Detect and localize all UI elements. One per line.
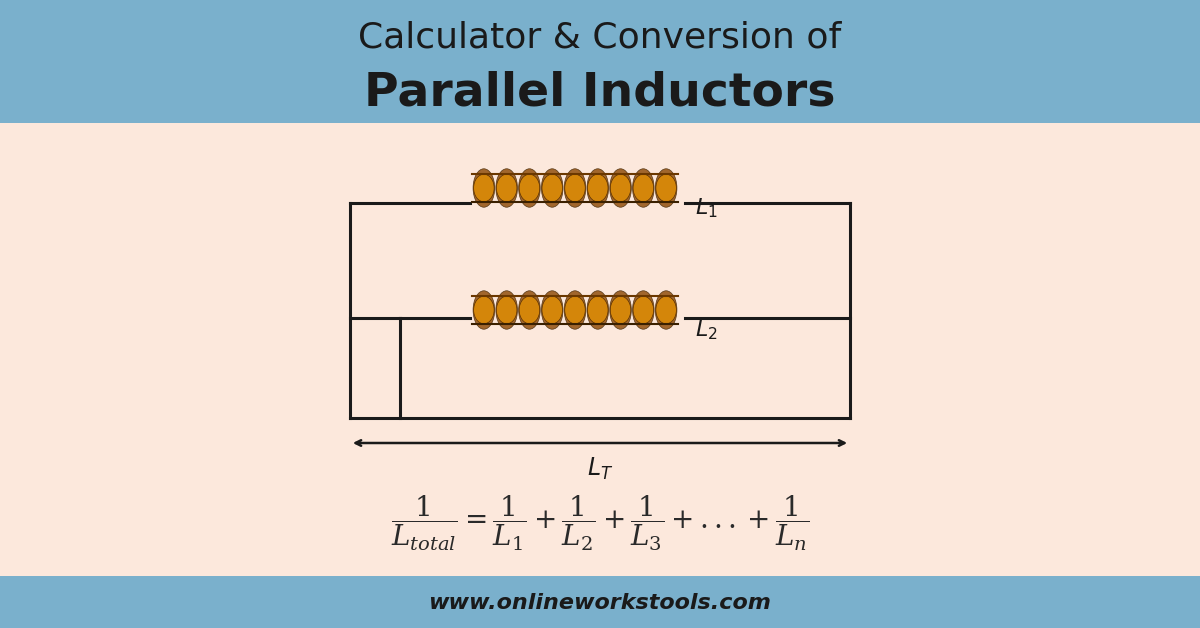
Ellipse shape [634,174,654,202]
Ellipse shape [588,296,608,324]
Ellipse shape [611,296,631,324]
Ellipse shape [632,291,654,329]
Ellipse shape [496,291,517,329]
Ellipse shape [564,291,586,329]
Ellipse shape [518,169,540,207]
Ellipse shape [473,169,494,207]
Ellipse shape [564,169,586,207]
Ellipse shape [474,296,494,324]
Ellipse shape [588,174,608,202]
Polygon shape [0,576,1200,628]
Ellipse shape [496,169,517,207]
Ellipse shape [656,296,677,324]
Ellipse shape [655,291,677,329]
Text: www.onlineworkstools.com: www.onlineworkstools.com [428,593,772,613]
Ellipse shape [520,296,540,324]
Ellipse shape [587,169,608,207]
Ellipse shape [541,291,563,329]
Ellipse shape [587,291,608,329]
Polygon shape [0,0,1200,123]
Text: Calculator & Conversion of: Calculator & Conversion of [359,21,841,55]
Text: $\dfrac{1}{L_{total}} = \dfrac{1}{L_1} + \dfrac{1}{L_2} + \dfrac{1}{L_3} + ... +: $\dfrac{1}{L_{total}} = \dfrac{1}{L_1} +… [391,494,809,553]
Ellipse shape [542,296,563,324]
Text: Parallel Inductors: Parallel Inductors [365,70,835,116]
Ellipse shape [520,174,540,202]
Ellipse shape [611,174,631,202]
Ellipse shape [632,169,654,207]
Ellipse shape [473,291,494,329]
Ellipse shape [565,296,586,324]
Ellipse shape [497,296,517,324]
Ellipse shape [656,174,677,202]
Ellipse shape [541,169,563,207]
Text: $L_2$: $L_2$ [695,318,718,342]
Ellipse shape [655,169,677,207]
Ellipse shape [610,169,631,207]
Ellipse shape [518,291,540,329]
Ellipse shape [565,174,586,202]
Ellipse shape [610,291,631,329]
Text: $L_T$: $L_T$ [587,456,613,482]
Ellipse shape [474,174,494,202]
Text: $L_1$: $L_1$ [695,196,718,220]
Ellipse shape [497,174,517,202]
Ellipse shape [634,296,654,324]
Ellipse shape [542,174,563,202]
